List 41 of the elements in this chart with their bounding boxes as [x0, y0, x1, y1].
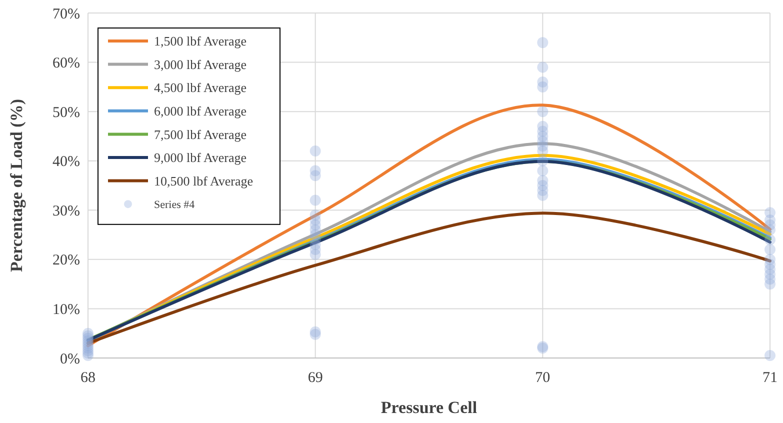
y-tick-label: 70%	[52, 6, 80, 22]
y-tick-label: 20%	[52, 252, 80, 269]
x-axis-title: Pressure Cell	[380, 398, 478, 417]
y-tick-label: 50%	[52, 104, 80, 121]
legend-label: Series #4	[154, 198, 196, 211]
legend-label: 6,000 lbf Average	[154, 103, 247, 118]
legend-label: 10,500 lbf Average	[154, 173, 254, 188]
point	[537, 120, 548, 132]
x-tick-label: 68	[80, 370, 96, 386]
point	[310, 146, 321, 156]
x-tick-label: 69	[308, 370, 323, 386]
y-tick-label: 40%	[52, 154, 80, 170]
legend-label: 9,000 lbf Average	[154, 150, 247, 166]
point	[537, 106, 548, 118]
point	[764, 254, 776, 265]
point	[310, 194, 321, 206]
y-axis-title: Percentage of Load (%)	[7, 99, 26, 272]
x-tick-label: 70	[535, 370, 550, 386]
point	[764, 207, 776, 218]
y-tick-label: 0%	[60, 351, 80, 368]
x-tick-label: 71	[762, 370, 778, 386]
point	[764, 350, 776, 362]
point	[537, 62, 548, 73]
point	[537, 165, 548, 176]
legend-label: 4,500 lbf Average	[154, 80, 247, 96]
point	[310, 210, 321, 221]
y-tick-label: 60%	[52, 56, 80, 72]
point	[537, 175, 548, 186]
y-tick-label: 30%	[52, 203, 80, 220]
y-tick-label: 10%	[52, 302, 80, 318]
point	[310, 326, 321, 338]
legend-label: 7,500 lbf Average	[154, 126, 247, 142]
point	[537, 155, 548, 166]
point	[82, 328, 94, 339]
legend-label: 3,000 lbf Average	[154, 56, 247, 72]
point	[537, 37, 548, 48]
legend-label: 1,500 lbf Average	[154, 34, 247, 49]
point	[764, 244, 776, 256]
point	[764, 234, 776, 246]
point	[537, 76, 548, 88]
point	[310, 165, 321, 176]
